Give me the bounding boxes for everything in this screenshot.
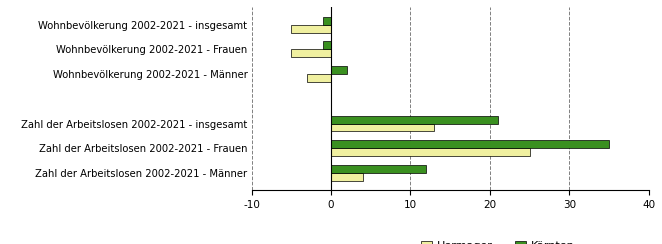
Bar <box>331 123 434 132</box>
Bar <box>331 148 530 156</box>
Bar <box>331 140 609 148</box>
Bar <box>307 74 331 82</box>
Bar <box>323 41 331 49</box>
Bar <box>331 116 498 123</box>
Bar <box>291 49 331 57</box>
Bar <box>331 165 426 173</box>
Bar <box>291 25 331 32</box>
Legend: Hermagor, Kärnten: Hermagor, Kärnten <box>417 236 579 244</box>
Bar <box>323 17 331 25</box>
Bar <box>331 66 347 74</box>
Bar <box>331 173 363 181</box>
